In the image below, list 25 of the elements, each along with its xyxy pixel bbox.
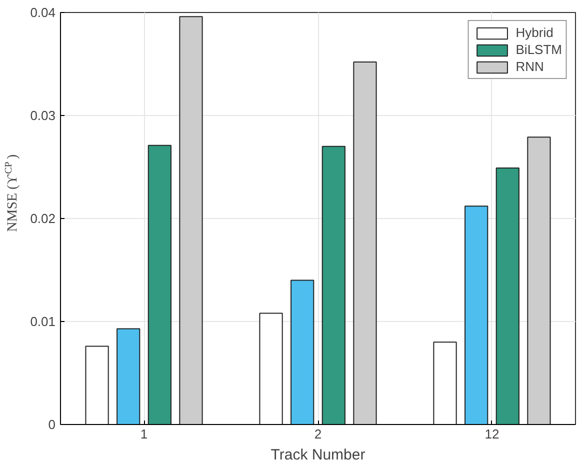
- bar: [464, 206, 488, 424]
- x-axis-title: Track Number: [270, 446, 366, 464]
- legend-label: RNN: [516, 59, 544, 74]
- bar: [179, 16, 203, 424]
- bar: [148, 144, 172, 424]
- x-tick-label: 2: [314, 426, 322, 442]
- bar: [116, 328, 140, 424]
- y-tick-label: 0: [48, 417, 56, 432]
- bar: [85, 346, 109, 424]
- bar: [290, 280, 314, 424]
- x-tick-label: 1: [140, 426, 148, 442]
- y-tick-label: 0.01: [30, 314, 56, 329]
- y-axis-title: NMSE (ϒCP): [4, 154, 20, 232]
- y-tick-label: 0.03: [30, 108, 56, 123]
- y-tick-label: 0.04: [30, 5, 56, 20]
- y-tick-label: 0.02: [30, 211, 56, 226]
- legend-label: BiLSTM: [516, 42, 562, 57]
- bar: [527, 136, 551, 424]
- legend-label: Hybrid: [516, 25, 554, 40]
- bar: [353, 61, 377, 424]
- bar: [322, 146, 346, 424]
- bar: [433, 342, 457, 424]
- bar: [259, 312, 283, 424]
- bar: [496, 168, 520, 424]
- x-tick-label: 12: [484, 426, 500, 442]
